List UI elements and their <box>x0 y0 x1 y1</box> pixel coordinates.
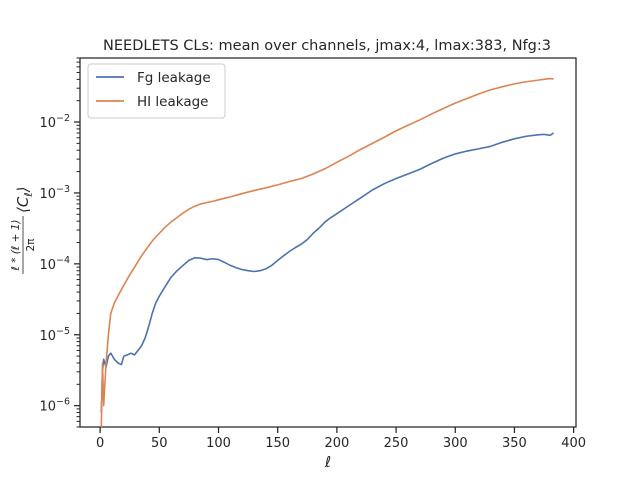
x-tick-label: 150 <box>265 436 290 451</box>
legend-label-fg-leakage: Fg leakage <box>137 70 211 86</box>
x-tick-label: 100 <box>206 436 231 451</box>
y-tick-label: 10−4 <box>39 255 70 273</box>
y-tick-label: 10−5 <box>39 326 70 344</box>
x-tick-label: 50 <box>151 436 168 451</box>
y-axis-label-close: ⟩ <box>14 186 32 193</box>
x-axis-label: ℓ <box>324 453 331 471</box>
x-tick-label: 0 <box>96 436 104 451</box>
y-tick-label: 10−6 <box>39 397 70 415</box>
x-axis-ticks: 0 50 100 150 200 250 300 350 400 <box>96 427 586 451</box>
series-line-hi-leakage <box>100 77 554 428</box>
x-tick-label: 350 <box>502 436 527 451</box>
y-tick-label: 10−2 <box>39 113 70 131</box>
series-layer <box>100 77 554 428</box>
chart-title: NEEDLETS CLs: mean over channels, jmax:4… <box>103 38 551 54</box>
y-axis-label-denominator: 2π <box>25 238 37 252</box>
y-axis-label: ℓ * (ℓ + 1) 2π ⟨Cℓ⟩ <box>10 186 37 274</box>
y-axis-ticks: 10−6 10−5 10−4 10−3 10−2 <box>39 57 80 428</box>
x-tick-label: 250 <box>384 436 409 451</box>
y-axis-label-open: ⟨C <box>14 196 32 213</box>
y-tick-label: 10−3 <box>39 184 70 202</box>
legend-label-hi-leakage: HI leakage <box>137 94 208 110</box>
x-tick-label: 200 <box>324 436 349 451</box>
series-line-fg-leakage <box>100 132 554 413</box>
y-axis-label-subscript: ℓ <box>23 192 35 197</box>
x-tick-label: 400 <box>561 436 586 451</box>
x-tick-label: 300 <box>443 436 468 451</box>
y-axis-label-mean: ⟨Cℓ⟩ <box>14 186 35 213</box>
legend: Fg leakage HI leakage <box>87 63 226 119</box>
y-axis-label-numerator: ℓ * (ℓ + 1) <box>10 220 22 272</box>
